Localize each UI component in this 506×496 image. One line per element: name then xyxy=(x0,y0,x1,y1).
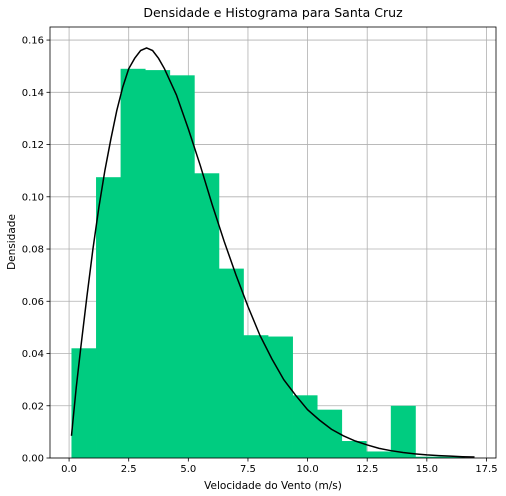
x-tick-label-4: 10.0 xyxy=(296,464,318,475)
histogram-bar-4 xyxy=(169,75,195,458)
density-curve-group xyxy=(70,47,475,458)
density-curve xyxy=(70,47,475,458)
histogram-bars xyxy=(71,68,465,459)
histogram-bar-11 xyxy=(341,441,367,458)
histogram-bar-13 xyxy=(390,405,416,458)
x-tick-label-6: 15.0 xyxy=(416,464,438,475)
histogram-bar-6 xyxy=(218,268,244,458)
y-tick-label-5: 0.10 xyxy=(22,192,44,203)
histogram-bar-14 xyxy=(415,456,441,458)
histogram-bar-7 xyxy=(243,335,269,458)
y-axis-label: Densidade xyxy=(6,214,18,270)
y-tick-label-1: 0.02 xyxy=(22,401,44,412)
y-tick-label-2: 0.04 xyxy=(22,349,44,360)
chart-title: Densidade e Histograma para Santa Cruz xyxy=(143,5,403,20)
histogram-bar-10 xyxy=(317,409,343,458)
x-axis-label: Velocidade do Vento (m/s) xyxy=(204,480,342,492)
histogram-bar-12 xyxy=(366,451,392,458)
y-tick-label-6: 0.12 xyxy=(22,140,44,151)
histogram-bar-5 xyxy=(194,173,220,458)
y-tick-label-8: 0.16 xyxy=(22,36,44,47)
histogram-bar-9 xyxy=(292,395,318,458)
x-tick-label-7: 17.5 xyxy=(475,464,497,475)
x-tick-label-5: 12.5 xyxy=(356,464,378,475)
histogram-bar-0 xyxy=(71,348,97,458)
y-tick-label-4: 0.08 xyxy=(22,245,44,256)
histogram-bar-3 xyxy=(145,70,171,458)
x-tick-label-1: 2.5 xyxy=(121,464,137,475)
axes: 0.0 2.5 5.0 7.5 10.0 12.5 15.0 17.5 0.00 0.02 0.04… xyxy=(22,26,498,475)
y-tick-label-3: 0.06 xyxy=(22,297,44,308)
y-tick-label-7: 0.14 xyxy=(22,88,44,99)
x-tick-label-0: 0.0 xyxy=(61,464,77,475)
y-tick-label-0: 0.00 xyxy=(22,454,44,465)
histogram-bar-2 xyxy=(120,68,146,458)
x-tick-label-2: 5.0 xyxy=(180,464,196,475)
histogram-bar-8 xyxy=(267,336,293,458)
histogram-bar-1 xyxy=(96,177,121,459)
x-tick-label-3: 7.5 xyxy=(240,464,256,475)
histogram-bar-15 xyxy=(439,456,465,458)
plot-frame xyxy=(49,26,497,459)
